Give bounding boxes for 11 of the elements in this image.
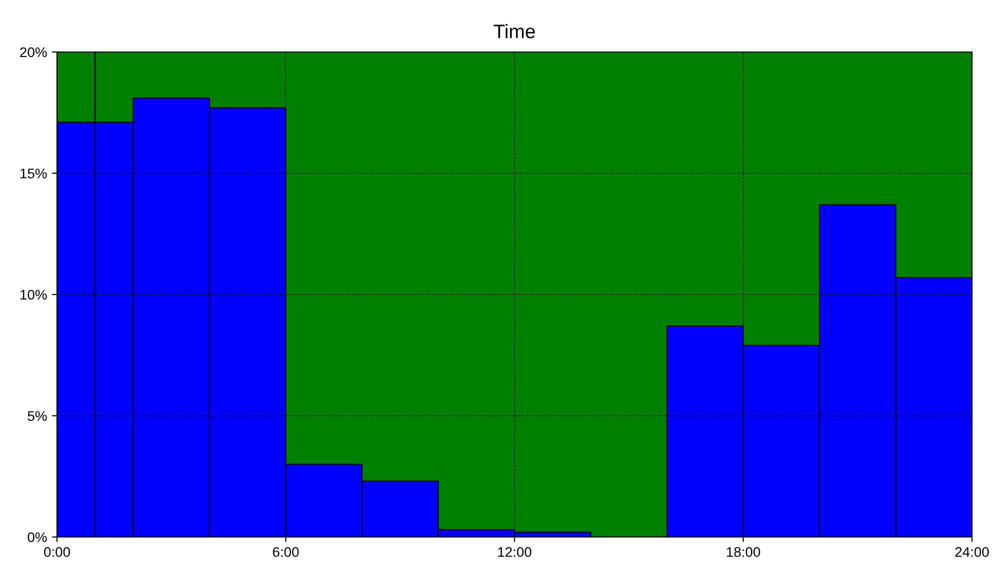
x-tick-label: 12:00	[498, 547, 532, 557]
y-tick-label: 0%	[28, 532, 47, 542]
y-tick-label: 5%	[28, 411, 47, 421]
chart-title: Time	[494, 24, 535, 38]
y-tick-label: 20%	[20, 47, 47, 58]
x-tick-label: 24:00	[955, 547, 989, 557]
x-tick-label: 18:00	[726, 547, 760, 557]
x-tick-label: 6:00	[272, 547, 299, 557]
x-tick-label: 0:00	[44, 547, 70, 557]
y-tick-label: 10%	[20, 290, 47, 300]
y-tick-label: 15%	[20, 168, 47, 178]
